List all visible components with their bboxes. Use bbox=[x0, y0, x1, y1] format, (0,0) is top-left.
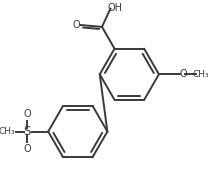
Text: CH₃: CH₃ bbox=[0, 127, 15, 136]
Text: O: O bbox=[23, 144, 31, 154]
Text: OH: OH bbox=[108, 3, 123, 13]
Text: O: O bbox=[23, 109, 31, 119]
Text: O: O bbox=[180, 69, 187, 79]
Text: S: S bbox=[24, 125, 31, 138]
Text: O: O bbox=[73, 20, 80, 30]
Text: CH₃: CH₃ bbox=[193, 70, 210, 79]
